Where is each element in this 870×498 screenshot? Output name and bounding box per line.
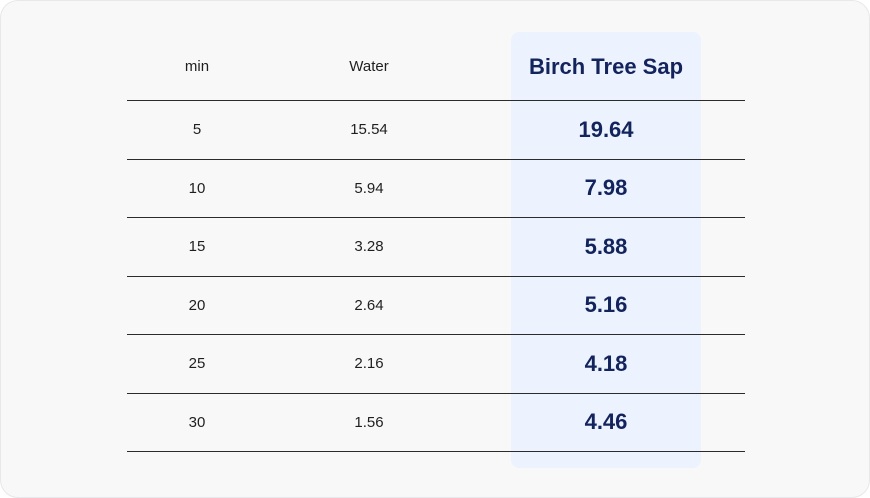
cell-min: 25	[188, 355, 206, 373]
header-birch-tree-sap: Birch Tree Sap	[528, 53, 684, 79]
cell-birch: 4.46	[584, 409, 628, 435]
highlighted-column-background	[511, 32, 701, 468]
table-header-row: min Water Birch Tree Sap	[127, 33, 745, 101]
cell-water: 5.94	[354, 179, 384, 197]
cell-water: 2.16	[354, 355, 384, 373]
cell-water: 1.56	[354, 413, 384, 431]
table-row: 5 15.54 19.64	[127, 101, 745, 160]
cell-min: 10	[188, 179, 206, 197]
cell-min: 15	[188, 238, 206, 256]
cell-birch: 5.16	[584, 292, 628, 318]
comparison-table: min Water Birch Tree Sap 5 15.54 19.64 1…	[127, 33, 745, 452]
cell-birch: 5.88	[584, 233, 628, 259]
table-row: 30 1.56 4.46	[127, 394, 745, 452]
table-row: 20 2.64 5.16	[127, 277, 745, 335]
cell-water: 3.28	[354, 238, 384, 256]
cell-min: 20	[188, 296, 206, 314]
cell-min: 5	[192, 121, 202, 139]
cell-water: 2.64	[354, 296, 384, 314]
header-water: Water	[349, 58, 389, 75]
table-row: 25 2.16 4.18	[127, 335, 745, 394]
cell-min: 30	[188, 413, 206, 431]
cell-birch: 4.18	[584, 350, 628, 376]
table-row: 10 5.94 7.98	[127, 160, 745, 218]
header-min: min	[184, 58, 210, 75]
cell-birch: 19.64	[578, 116, 634, 142]
table-row: 15 3.28 5.88	[127, 218, 745, 277]
cell-water: 15.54	[350, 121, 388, 139]
cell-birch: 7.98	[584, 175, 628, 201]
